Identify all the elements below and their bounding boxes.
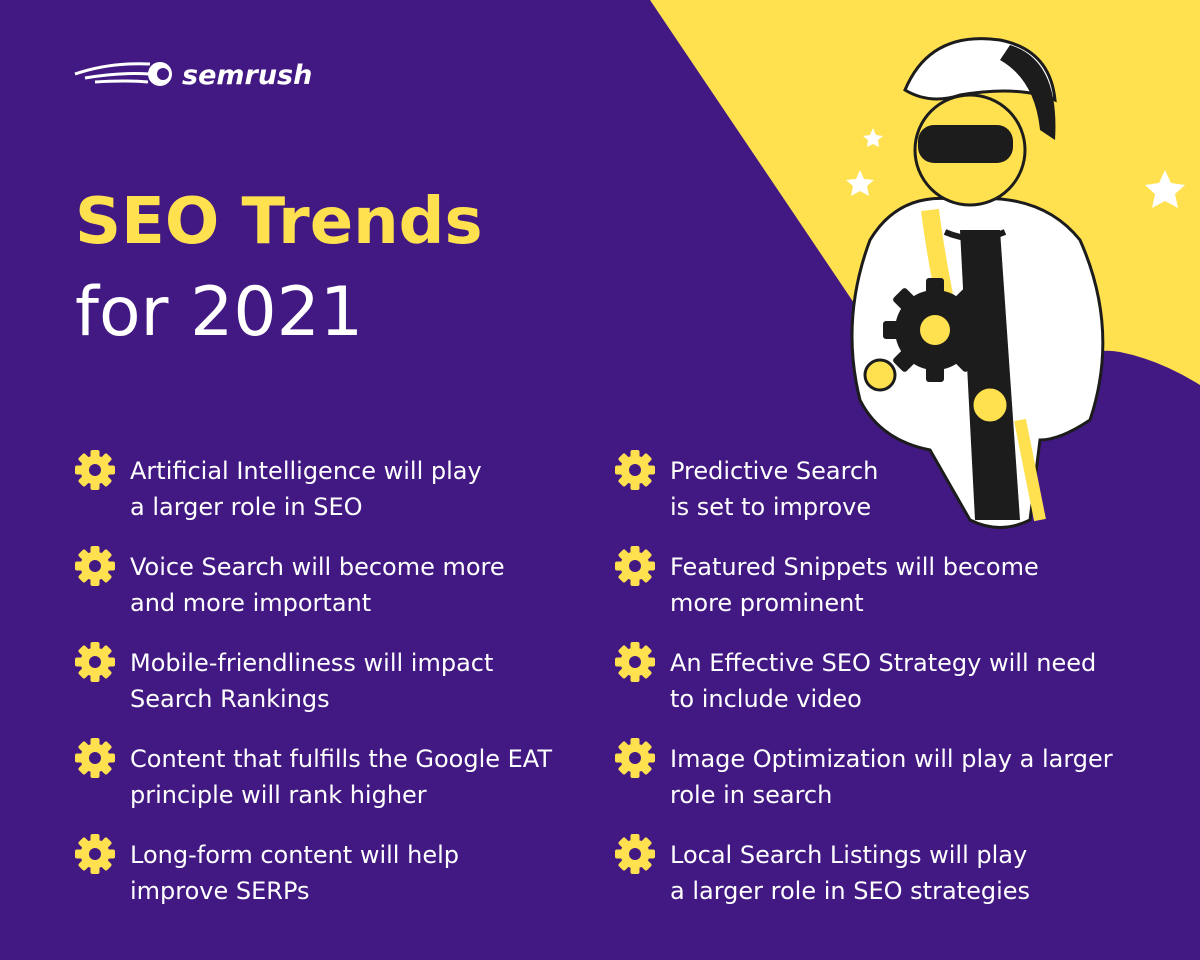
illustration	[846, 37, 1185, 529]
gear-icon	[75, 546, 115, 586]
trend-text: more prominent	[670, 589, 864, 617]
gear-icon	[615, 546, 655, 586]
gear-icon	[615, 450, 655, 490]
trend-text: Predictive Search	[670, 457, 878, 485]
subtitle: for 2021	[75, 273, 363, 352]
title: SEO Trends	[75, 185, 483, 259]
logo: semrush	[74, 60, 312, 91]
trend-text: is set to improve	[670, 493, 871, 521]
trend-text: Mobile-friendliness will impact	[130, 649, 493, 677]
trend-text: Content that fulfills the Google EAT	[130, 745, 552, 773]
trend-text: Artificial Intelligence will play	[130, 457, 482, 485]
gear-icon	[75, 834, 115, 874]
trend-text: An Effective SEO Strategy will need	[670, 649, 1096, 677]
trend-text: and more important	[130, 589, 371, 617]
gear-icon	[75, 738, 115, 778]
brand-name: semrush	[182, 60, 312, 91]
gear-icon	[615, 738, 655, 778]
trend-text: Search Rankings	[130, 685, 330, 713]
trend-text: Image Optimization will play a larger	[670, 745, 1113, 773]
gear-icon	[615, 834, 655, 874]
trend-text: Voice Search will become more	[130, 553, 505, 581]
trend-text: role in search	[670, 781, 832, 809]
trend-text: a larger role in SEO	[130, 493, 363, 521]
trend-text: improve SERPs	[130, 877, 310, 905]
trend-text: a larger role in SEO strategies	[670, 877, 1030, 905]
gear-icon	[75, 642, 115, 682]
trend-text: principle will rank higher	[130, 781, 427, 809]
trend-text: Featured Snippets will become	[670, 553, 1039, 581]
trend-text: Local Search Listings will play	[670, 841, 1027, 869]
trend-text: to include video	[670, 685, 862, 713]
gear-icon	[75, 450, 115, 490]
gear-icon	[615, 642, 655, 682]
trend-text: Long-form content will help	[130, 841, 459, 869]
